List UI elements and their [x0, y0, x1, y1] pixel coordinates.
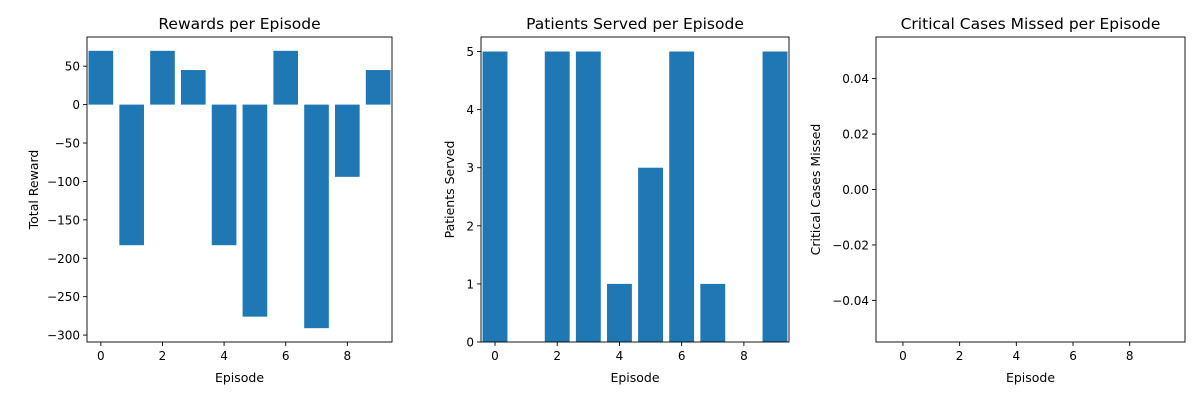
y-tick-label: 3 [466, 161, 474, 175]
plot-frame [480, 36, 790, 343]
x-tick-label: 2 [553, 349, 561, 363]
bar-episode-3 [180, 70, 206, 105]
x-tick-label: 6 [1069, 349, 1077, 363]
x-axis-label: Episode [1006, 370, 1055, 385]
y-tick-label: −150 [47, 213, 80, 227]
y-axis-label: Critical Cases Missed [808, 124, 823, 256]
chart-panel-1: 0 2 4 6 8 50 0 −50 −100 −150 −200 −250 −300 Rewards p… [26, 15, 393, 385]
y-tick-label: 50 [65, 60, 80, 74]
bar-episode-6 [669, 51, 695, 343]
x-tick-label: 8 [740, 349, 748, 363]
bar-episode-4 [607, 283, 632, 342]
bar-episode-7 [304, 104, 329, 329]
y-tick-label: 5 [466, 45, 474, 59]
chart-panel-3: 0 2 4 6 8 0.04 0.02 0.00 −0.02 −0.04 Critical Case… [808, 15, 1186, 385]
plot-frame [86, 36, 393, 343]
bar-episode-6 [273, 50, 299, 105]
bar-episode-2 [544, 51, 570, 343]
x-axis-label: Episode [215, 370, 264, 385]
x-tick-label: 2 [956, 349, 964, 363]
y-tick-label: −0.04 [832, 294, 869, 308]
bar-episode-0 [482, 51, 508, 343]
chart-title: Rewards per Episode [158, 15, 320, 33]
y-tick-label: −250 [47, 290, 80, 304]
bar-episode-5 [638, 167, 663, 342]
x-tick-label: 8 [1126, 349, 1134, 363]
y-tick-label: −300 [47, 329, 80, 343]
x-tick-label: 0 [899, 349, 907, 363]
y-tick-label: 2 [466, 219, 474, 233]
x-tick-label: 0 [491, 349, 499, 363]
x-tick-label: 4 [616, 349, 624, 363]
x-tick-label: 4 [1013, 349, 1021, 363]
y-tick-label: 0.02 [842, 128, 869, 142]
bar-episode-7 [700, 283, 726, 342]
x-tick-label: 6 [282, 349, 290, 363]
bar-episode-1 [119, 104, 144, 246]
plot-frame [875, 36, 1186, 343]
bar-episode-8 [335, 104, 360, 177]
y-tick-label: 1 [466, 277, 474, 291]
bar-episode-9 [365, 70, 391, 105]
x-axis-label: Episode [610, 370, 659, 385]
y-tick-label: −50 [55, 137, 80, 151]
y-tick-label: 0 [72, 98, 80, 112]
y-axis-label: Patients Served [442, 141, 457, 239]
y-tick-label: 0 [466, 336, 474, 350]
bar-episode-3 [575, 51, 601, 343]
x-tick-label: 4 [220, 349, 228, 363]
y-tick-label: −0.02 [832, 238, 869, 252]
x-tick-label: 2 [159, 349, 167, 363]
x-tick-label: 8 [344, 349, 352, 363]
bar-episode-5 [242, 104, 268, 317]
x-tick-label: 6 [678, 349, 686, 363]
bar-episode-9 [762, 51, 788, 343]
chart-title: Patients Served per Episode [526, 15, 744, 33]
bar-episode-0 [88, 50, 114, 105]
y-tick-label: 0.04 [842, 72, 869, 86]
y-tick-label: 0.00 [842, 183, 869, 197]
chart-panel-2: 0 2 4 6 8 0 1 2 3 4 5 Patients Served per Episode Ep… [442, 15, 790, 385]
y-tick-label: −100 [47, 175, 80, 189]
x-tick-label: 0 [97, 349, 105, 363]
bar-episode-2 [150, 50, 175, 105]
y-tick-label: 4 [466, 103, 474, 117]
bar-episode-4 [211, 104, 237, 246]
y-tick-label: −200 [47, 252, 80, 266]
y-axis-label: Total Reward [26, 150, 41, 231]
chart-title: Critical Cases Missed per Episode [901, 15, 1161, 33]
